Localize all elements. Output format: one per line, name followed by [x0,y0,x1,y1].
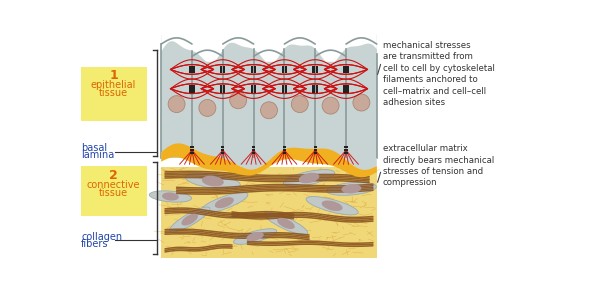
Ellipse shape [162,192,179,201]
Bar [223,66,225,73]
Text: basal: basal [81,143,107,153]
Ellipse shape [291,96,308,113]
Bar [343,85,346,93]
Text: epithelial: epithelial [91,80,136,90]
Polygon shape [161,35,377,62]
Ellipse shape [261,102,277,119]
Ellipse shape [353,94,370,111]
Text: tissue: tissue [99,88,128,98]
Ellipse shape [230,92,247,109]
Ellipse shape [201,192,248,213]
Text: 2: 2 [109,169,118,182]
Bar [313,149,317,151]
Ellipse shape [264,212,308,235]
Bar [222,152,225,154]
Bar [252,149,255,151]
Text: tissue: tissue [99,188,128,198]
Ellipse shape [322,97,339,114]
Bar [251,85,253,93]
Polygon shape [161,143,377,177]
Ellipse shape [341,184,361,193]
Bar [345,149,348,151]
Bar [222,146,225,148]
Text: connective: connective [87,180,140,190]
Bar [252,146,255,148]
Ellipse shape [185,173,241,189]
Ellipse shape [181,214,198,226]
Bar [282,66,284,73]
Bar [252,152,255,154]
FancyBboxPatch shape [81,166,146,216]
Text: mechanical stresses
are transmitted from
cell to cell by cytoskeletal
filaments : mechanical stresses are transmitted from… [383,41,495,107]
Bar [192,66,195,73]
Ellipse shape [215,197,234,208]
Ellipse shape [170,207,210,232]
Bar [313,152,317,154]
Bar [283,149,286,151]
Bar [316,66,318,73]
Bar [343,66,346,73]
Bar [222,149,225,151]
Ellipse shape [322,200,343,211]
Ellipse shape [168,96,185,113]
Ellipse shape [306,197,358,215]
Bar [190,149,193,151]
Bar [283,146,286,148]
Bar [285,66,287,73]
Polygon shape [161,35,377,158]
Bar [345,146,348,148]
Text: extracellular matrix
directly bears mechanical
stresses of tension and
compressi: extracellular matrix directly bears mech… [383,144,494,188]
Bar [220,85,222,93]
Bar [189,66,192,73]
Bar [192,85,195,93]
Text: fibers: fibers [81,239,108,249]
FancyBboxPatch shape [81,67,146,121]
Ellipse shape [247,232,264,241]
Bar [220,66,222,73]
Bar [313,146,317,148]
Bar [345,152,348,154]
Polygon shape [161,167,377,258]
Bar [190,146,193,148]
Ellipse shape [277,218,295,229]
Bar [254,85,256,93]
Bar [251,66,253,73]
Bar [346,85,349,93]
Text: 1: 1 [109,69,118,82]
Text: collagen: collagen [81,231,122,242]
Bar [313,66,315,73]
Bar [254,66,256,73]
Ellipse shape [199,99,216,116]
Bar [316,85,318,93]
Bar [223,85,225,93]
Bar [283,152,286,154]
Bar [313,85,315,93]
Bar [189,85,192,93]
Bar [282,85,284,93]
Bar [346,66,349,73]
Ellipse shape [283,170,335,186]
Bar [190,152,193,154]
Ellipse shape [326,182,376,195]
Ellipse shape [234,229,277,244]
Ellipse shape [202,176,224,186]
Polygon shape [161,143,377,170]
Text: lamina: lamina [81,150,114,160]
Ellipse shape [149,191,192,202]
Ellipse shape [299,173,319,183]
Bar [285,85,287,93]
